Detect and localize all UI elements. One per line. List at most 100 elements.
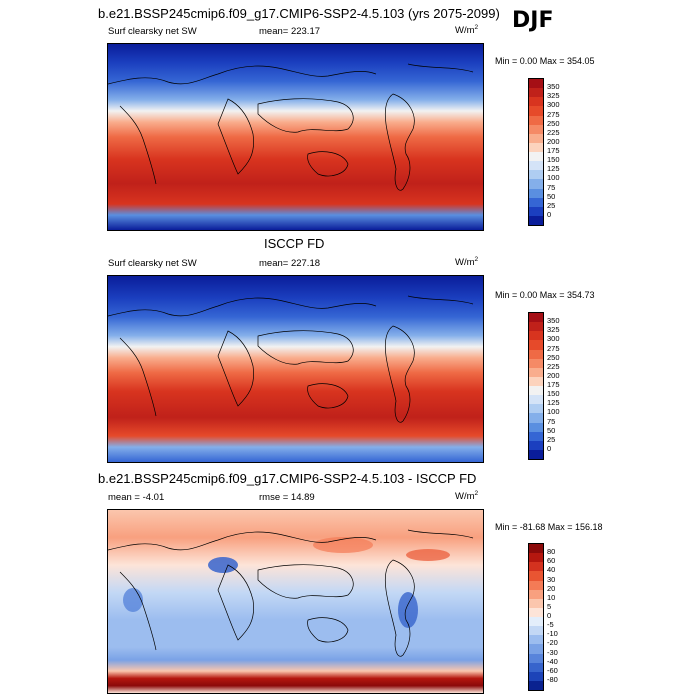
- colorbar-tick-label: 100: [547, 407, 560, 417]
- panel1-mean: mean= 223.17: [259, 26, 321, 37]
- colorbar-swatch: [529, 644, 543, 654]
- panel2-variable: Surf clearsky net SW: [108, 258, 197, 269]
- panel2-colorbar: [528, 312, 544, 460]
- colorbar-tick-label: 350: [547, 82, 560, 92]
- colorbar-swatch: [529, 152, 543, 162]
- colorbar-swatch: [529, 571, 543, 581]
- colorbar-tick-label: 275: [547, 343, 560, 353]
- colorbar-swatch: [529, 607, 543, 617]
- colorbar-swatch: [529, 124, 543, 134]
- colorbar-swatch: [529, 97, 543, 107]
- panel1-map: [107, 43, 484, 231]
- colorbar-tick-label: 200: [547, 136, 560, 146]
- colorbar-tick-label: 225: [547, 361, 560, 371]
- colorbar-tick-label: 250: [547, 118, 560, 128]
- colorbar-tick-label: 325: [547, 91, 560, 101]
- colorbar-swatch: [529, 422, 543, 432]
- colorbar-swatch: [529, 553, 543, 563]
- panel3-rmse: rmse = 14.89: [259, 492, 315, 503]
- panel3-map: [107, 509, 484, 694]
- colorbar-tick-label: -40: [547, 656, 558, 666]
- colorbar-tick-label: 25: [547, 434, 556, 444]
- colorbar-swatch: [529, 88, 543, 98]
- panel3-units: W/m2: [455, 490, 479, 503]
- colorbar-swatch: [529, 376, 543, 386]
- colorbar-swatch: [529, 331, 543, 341]
- colorbar-tick-label: 175: [547, 146, 560, 155]
- colorbar-tick-label: 100: [547, 173, 560, 183]
- colorbar-tick-label: 300: [547, 334, 560, 344]
- colorbar-tick-label: 10: [547, 592, 556, 602]
- colorbar-tick-label: 200: [547, 370, 560, 380]
- panel1-units: W/m2: [455, 24, 479, 37]
- colorbar-swatch: [529, 179, 543, 189]
- colorbar-tick-label: 75: [547, 416, 556, 426]
- panel3-mean: mean = -4.01: [108, 492, 165, 503]
- colorbar-tick-label: 20: [547, 583, 556, 593]
- colorbar-swatch: [529, 215, 543, 225]
- colorbar-swatch: [529, 115, 543, 125]
- panel2-coastlines: [108, 295, 474, 423]
- panel1-title: b.e21.BSSP245cmip6.f09_g17.CMIP6-SSP2-4.…: [98, 6, 500, 21]
- panel3-colorbar: [528, 543, 544, 691]
- colorbar-tick-label: 80: [547, 547, 556, 557]
- colorbar-tick-label: 175: [547, 380, 560, 389]
- panel2-map: [107, 275, 484, 463]
- colorbar-swatch: [529, 544, 543, 554]
- colorbar-swatch: [529, 580, 543, 590]
- colorbar-swatch: [529, 188, 543, 198]
- colorbar-tick-label: 40: [547, 565, 556, 575]
- colorbar-swatch: [529, 413, 543, 423]
- panel3-field: [108, 510, 483, 693]
- colorbar-tick-label: 150: [547, 155, 560, 165]
- panel3-coastlines: [108, 529, 474, 657]
- colorbar-swatch: [529, 142, 543, 152]
- colorbar-swatch: [529, 322, 543, 332]
- colorbar-tick-label: -30: [547, 647, 558, 657]
- panel2-field: [108, 276, 483, 462]
- colorbar-tick-label: 300: [547, 100, 560, 110]
- colorbar-swatch: [529, 340, 543, 350]
- colorbar-swatch: [529, 404, 543, 414]
- colorbar-tick-label: 125: [547, 164, 560, 174]
- colorbar-tick-label: 225: [547, 127, 560, 137]
- colorbar-swatch: [529, 170, 543, 180]
- colorbar-swatch: [529, 313, 543, 323]
- colorbar-tick-label: 275: [547, 109, 560, 119]
- colorbar-tick-label: 0: [547, 443, 552, 453]
- colorbar-tick-label: 5: [547, 601, 552, 611]
- colorbar-tick-label: -80: [547, 674, 558, 684]
- colorbar-tick-label: 0: [547, 611, 552, 620]
- colorbar-swatch: [529, 635, 543, 645]
- colorbar-swatch: [529, 79, 543, 89]
- colorbar-swatch: [529, 367, 543, 377]
- colorbar-swatch: [529, 562, 543, 572]
- colorbar-tick-label: -5: [547, 620, 554, 630]
- panel3-minmax: Min = -81.68 Max = 156.18: [495, 522, 603, 532]
- colorbar-swatch: [529, 662, 543, 672]
- colorbar-tick-label: 60: [547, 556, 556, 566]
- colorbar-tick-label: 0: [547, 209, 552, 219]
- colorbar-swatch: [529, 161, 543, 171]
- colorbar-tick-label: 50: [547, 425, 556, 435]
- panel1-minmax: Min = 0.00 Max = 354.05: [495, 56, 595, 66]
- colorbar-tick-label: -20: [547, 638, 558, 648]
- colorbar-tick-label: -60: [547, 665, 558, 675]
- colorbar-swatch: [529, 598, 543, 608]
- colorbar-tick-label: 350: [547, 316, 560, 326]
- colorbar-swatch: [529, 133, 543, 143]
- colorbar-swatch: [529, 197, 543, 207]
- colorbar-swatch: [529, 106, 543, 116]
- colorbar-swatch: [529, 671, 543, 681]
- colorbar-tick-label: 325: [547, 325, 560, 335]
- panel1-colorbar: [528, 78, 544, 226]
- colorbar-tick-label: 250: [547, 352, 560, 362]
- season-label: DJF: [512, 8, 554, 33]
- panel1-field: [108, 44, 483, 230]
- colorbar-swatch: [529, 589, 543, 599]
- colorbar-swatch: [529, 440, 543, 450]
- colorbar-swatch: [529, 449, 543, 459]
- colorbar-swatch: [529, 395, 543, 405]
- colorbar-swatch: [529, 358, 543, 368]
- colorbar-swatch: [529, 431, 543, 441]
